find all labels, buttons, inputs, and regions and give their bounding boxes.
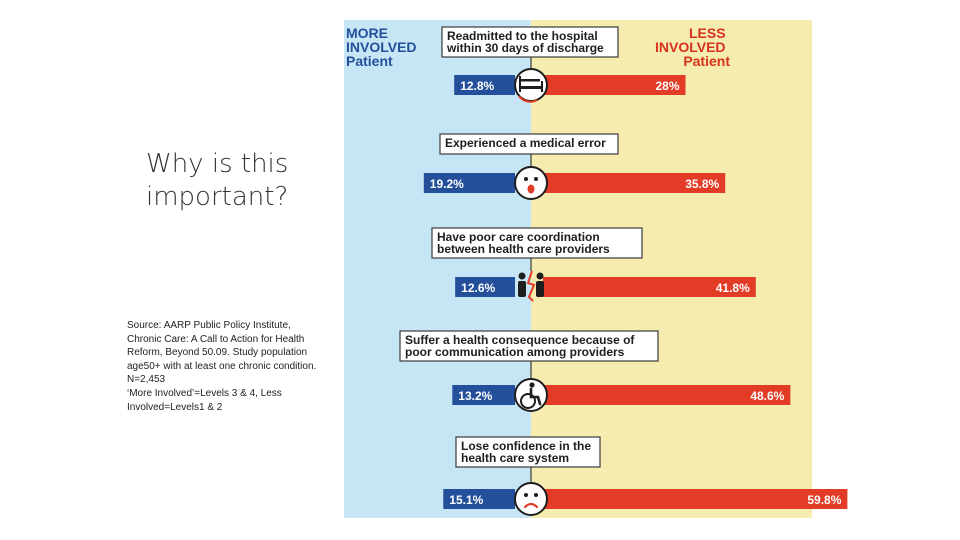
more-involved-value: 12.8% (460, 79, 494, 93)
comparison-row: 12.6% 41.8% Have poor care coordination bet… (431, 227, 756, 302)
question-caption-line: between health care providers (437, 242, 610, 256)
comparison-rows: 12.8% 28% Readmitted to the hospital within… (399, 26, 848, 516)
source-line: Source: AARP Public Policy Institute, (127, 320, 291, 331)
less-involved-label-line: INVOLVED (655, 39, 726, 55)
less-involved-value: 35.8% (685, 177, 719, 191)
less-involved-bar (543, 385, 791, 405)
comparison-row: 19.2% 35.8% Experienced a medical error (423, 133, 726, 200)
question-caption-line: health care system (461, 451, 569, 465)
bed-base (520, 86, 542, 89)
eye (534, 493, 538, 497)
more-involved-value: 12.6% (461, 281, 495, 295)
question-caption: Lose confidence in the health care system (461, 439, 591, 465)
question-caption-line: within 30 days of discharge (446, 41, 604, 55)
less-involved-label-line: LESS (689, 25, 726, 41)
question-caption: Have poor care coordination between healt… (437, 230, 610, 256)
more-involved-background (344, 20, 531, 518)
question-caption: Suffer a health consequence because of po… (405, 333, 635, 359)
more-involved-label-line: Patient (346, 53, 393, 69)
person-body (518, 281, 526, 297)
more-involved-label: MORE INVOLVED Patient (346, 25, 421, 69)
eye (534, 177, 538, 181)
hospital-bed-icon (514, 68, 548, 103)
person-head (518, 272, 526, 280)
sad-face-icon (514, 482, 548, 516)
question-caption: Readmitted to the hospital within 30 days… (446, 29, 604, 55)
comparison-row: 15.1% 59.8% Lose confidence in the health c… (443, 436, 848, 516)
eye (524, 177, 528, 181)
slide-title: Why is this important? (146, 148, 326, 214)
more-involved-label-line: INVOLVED (346, 39, 417, 55)
source-line: Reform, Beyond 50.09. Study population (127, 347, 308, 359)
more-involved-value: 19.2% (430, 177, 464, 191)
bed-top (520, 79, 540, 82)
more-involved-bar (423, 173, 515, 193)
icon-circle (514, 482, 548, 516)
question-caption-line: Readmitted to the hospital (447, 29, 598, 43)
two-people-split-icon (518, 270, 544, 302)
less-involved-label: LESS INVOLVED Patient (655, 25, 730, 69)
comparison-row: 13.2% 48.6% Suffer a health consequence be… (399, 330, 791, 412)
frown (523, 502, 539, 509)
less-involved-bar (543, 489, 848, 509)
more-involved-bar (455, 277, 515, 297)
less-involved-value: 28% (655, 79, 679, 93)
question-caption-line: Experienced a medical error (445, 136, 606, 150)
question-caption-box (439, 133, 619, 155)
question-caption-line: Have poor care coordination (437, 230, 600, 244)
comparison-row: 12.8% 28% Readmitted to the hospital within… (441, 26, 686, 103)
more-involved-label-line: MORE (346, 25, 388, 41)
more-involved-value: 15.1% (449, 493, 483, 507)
slide-title-line-1: Why is this (146, 149, 289, 179)
question-caption-box (441, 26, 619, 58)
source-line: N=2,453 (127, 374, 166, 386)
question-caption-box (431, 227, 643, 259)
question-caption-box (399, 330, 659, 362)
mouth (527, 184, 535, 194)
return-arrow (518, 95, 538, 103)
less-involved-bar (543, 277, 756, 297)
person-head (536, 272, 544, 280)
slide-title-line-2: important? (146, 182, 289, 212)
less-involved-background (531, 20, 812, 518)
less-involved-bar (543, 75, 686, 95)
more-involved-bar (454, 75, 515, 95)
source-note: Source: AARP Public Policy Institute, Ch… (127, 319, 349, 414)
less-involved-value: 41.8% (716, 281, 750, 295)
shocked-face-icon (514, 166, 548, 200)
question-caption: Experienced a medical error (445, 136, 606, 150)
more-involved-bar (452, 385, 515, 405)
question-caption-line: Suffer a health consequence because of (405, 333, 635, 347)
eye (524, 493, 528, 497)
less-involved-bar (543, 173, 726, 193)
person-body (536, 281, 544, 297)
question-caption-box (455, 436, 601, 468)
less-involved-label-line: Patient (683, 53, 730, 69)
more-involved-value: 13.2% (458, 389, 492, 403)
icon-circle (514, 166, 548, 200)
wheelchair-icon (514, 378, 548, 412)
less-involved-value: 48.6% (750, 389, 784, 403)
source-line: Involved=Levels1 & 2 (127, 401, 223, 413)
question-caption-line: Lose confidence in the (461, 439, 591, 453)
source-line: age50+ with at least one chronic conditi… (127, 360, 317, 372)
wheel (520, 393, 536, 409)
source-line: ‘More Involved’=Levels 3 & 4, Less (127, 387, 282, 399)
source-line: Chronic Care: A Call to Action for Healt… (127, 333, 305, 345)
less-involved-value: 59.8% (807, 493, 841, 507)
split-bolt (526, 270, 536, 302)
question-caption-line: poor communication among providers (405, 345, 625, 359)
more-involved-bar (443, 489, 515, 509)
person-head (529, 382, 535, 388)
